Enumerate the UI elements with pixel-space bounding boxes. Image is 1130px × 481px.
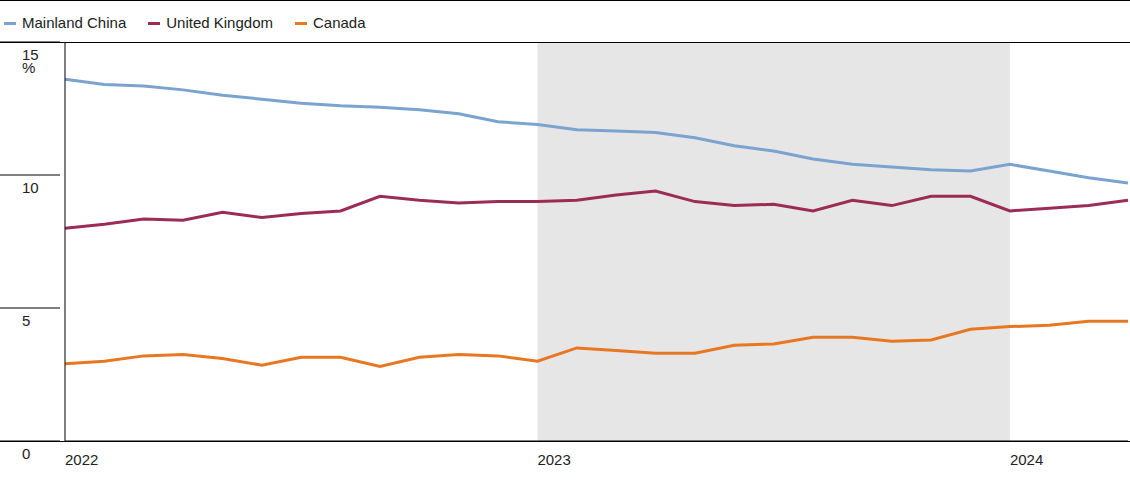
html-text:Canada: Canada bbox=[313, 14, 366, 31]
svg-text:10: 10 bbox=[22, 179, 39, 196]
svg-text:2022: 2022 bbox=[65, 451, 98, 468]
svg-text:5: 5 bbox=[22, 312, 30, 329]
html-text:Mainland China: Mainland China bbox=[22, 14, 127, 31]
html-text:United Kingdom: United Kingdom bbox=[166, 14, 273, 31]
svg-text:2024: 2024 bbox=[1010, 451, 1043, 468]
svg-text:0: 0 bbox=[22, 445, 30, 462]
svg-text:2023: 2023 bbox=[537, 451, 570, 468]
svg-text:15: 15 bbox=[22, 46, 39, 63]
